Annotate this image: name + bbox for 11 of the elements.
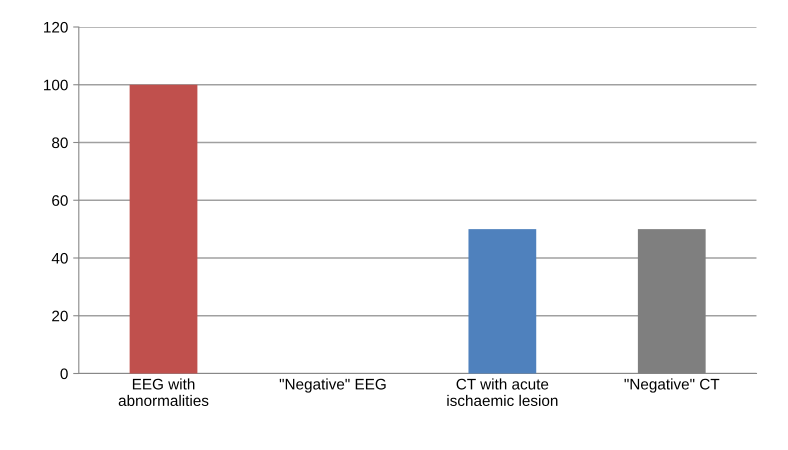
- y-tick-label: 40: [52, 252, 68, 264]
- y-tick-label: 120: [44, 22, 68, 33]
- y-tick-label: 0: [60, 368, 68, 380]
- x-tick-label: "Negative" EEG: [280, 378, 386, 393]
- x-tick-label: EEG with abnormalities: [118, 378, 208, 406]
- x-tick-label: "Negative" CT: [624, 378, 720, 393]
- x-tick-label: CT with acute ischaemic lesion: [447, 378, 558, 406]
- y-tick-label: 20: [52, 310, 68, 322]
- y-tick-label: 60: [52, 195, 68, 206]
- y-tick-label: 100: [44, 80, 68, 90]
- y-tick-label: 80: [52, 137, 68, 148]
